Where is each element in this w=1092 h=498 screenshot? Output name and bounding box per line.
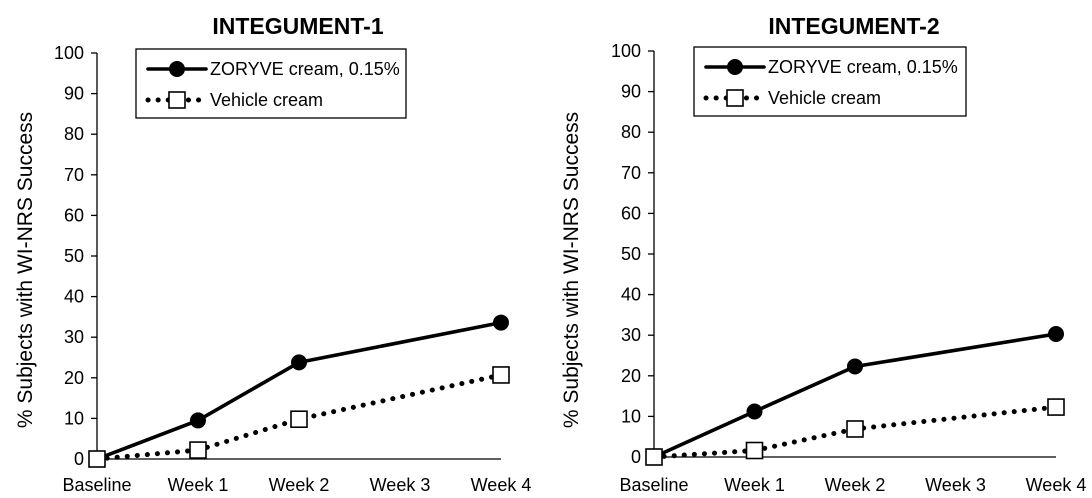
data-point-vehicle [189,441,207,459]
chart-integument-2: INTEGUMENT-2 % Subjects with WI-NRS Succ… [560,13,1087,495]
y-tick-label: 50 [64,246,84,266]
series-line-zoryve [653,332,1057,459]
x-tick-label: Week 2 [825,475,886,495]
y-tick-label: 70 [621,163,641,183]
y-tick-label: 90 [621,82,641,102]
x-tick-label: Week 3 [370,475,431,495]
y-tick-label: 70 [64,165,84,185]
y-tick-label: 20 [64,368,84,388]
data-point-vehicle [492,366,510,384]
data-point-vehicle [1047,398,1065,416]
chart-title: INTEGUMENT-1 [212,13,383,39]
y-tick-label: 90 [64,84,84,104]
data-point-vehicle [290,410,308,429]
y-tick-label: 0 [74,449,84,469]
data-point-zoryve [291,354,307,371]
legend-marker-zoryve [727,59,743,75]
legend: ZORYVE cream, 0.15% Vehicle cream [693,46,967,117]
data-point-zoryve [190,412,206,429]
y-tick-label: 30 [621,325,641,345]
y-tick-label: 100 [611,41,641,61]
legend-label-vehicle: Vehicle cream [768,88,881,108]
y-tick-label: 80 [621,122,641,142]
x-tick-label: Week 1 [724,475,785,495]
y-axis-title: % Subjects with WI-NRS Success [14,112,37,428]
data-point-zoryve [746,403,763,420]
series-line-zoryve [96,320,502,461]
data-point-vehicle [88,450,106,468]
y-tick-label: 60 [64,205,84,225]
y-tick-label: 40 [621,285,641,305]
chart-integument-1: INTEGUMENT-1 % Subjects with WI-NRS Succ… [14,13,532,495]
y-tick-label: 40 [64,287,84,307]
y-tick-label: 80 [64,124,84,144]
legend: ZORYVE cream, 0.15% Vehicle cream [135,48,407,119]
series-line-vehicle [94,372,504,462]
chart-title: INTEGUMENT-2 [768,13,939,39]
y-tick-label: 10 [621,406,641,426]
x-tick-label: Week 4 [1026,475,1087,495]
x-tick-label: Week 1 [168,475,229,495]
legend-marker-vehicle [726,89,744,107]
y-tick-label: 50 [621,244,641,264]
chart-panel-integument-1: INTEGUMENT-1 % Subjects with WI-NRS Succ… [14,13,532,495]
y-tick-label: 60 [621,203,641,223]
legend-label-zoryve: ZORYVE cream, 0.15% [210,59,400,79]
x-tick-label: Week 4 [471,475,532,495]
data-point-vehicle [846,420,864,438]
legend-box [135,48,407,119]
legend-label-vehicle: Vehicle cream [210,90,323,110]
data-point-zoryve [1048,325,1064,342]
x-tick-label: Week 3 [925,475,986,495]
series-line-vehicle [651,404,1059,460]
y-axis-title: % Subjects with WI-NRS Success [560,112,583,428]
x-tick-label: Week 2 [269,475,330,495]
x-tick-label: Baseline [62,475,131,495]
legend-marker-zoryve [169,61,185,77]
data-point-zoryve [847,358,863,375]
data-point-vehicle [645,448,663,466]
y-tick-label: 10 [64,408,84,428]
legend-label-zoryve: ZORYVE cream, 0.15% [768,57,958,77]
data-point-zoryve [493,314,509,331]
x-tick-label: Baseline [619,475,688,495]
chart-panel-integument-2: INTEGUMENT-2 % Subjects with WI-NRS Succ… [546,0,1092,498]
legend-marker-vehicle [168,91,186,109]
y-tick-label: 100 [54,43,84,63]
y-tick-label: 20 [621,366,641,386]
y-tick-label: 30 [64,327,84,347]
y-tick-label: 0 [631,447,641,467]
data-point-vehicle [745,441,764,460]
